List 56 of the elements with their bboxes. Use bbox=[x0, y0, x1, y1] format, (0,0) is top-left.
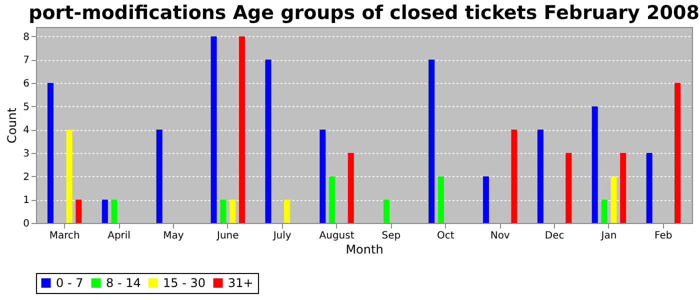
bar bbox=[566, 153, 572, 223]
legend-label: 15 - 30 bbox=[163, 276, 206, 290]
y-axis-title: Count bbox=[5, 107, 20, 144]
bar bbox=[111, 200, 118, 223]
y-tick-label: 1 bbox=[23, 195, 30, 206]
bar bbox=[428, 60, 435, 223]
y-tick-label: 3 bbox=[23, 148, 30, 160]
y-tick-label: 5 bbox=[23, 102, 30, 113]
bar bbox=[674, 83, 681, 223]
legend-label: 8 - 14 bbox=[106, 276, 141, 290]
bar bbox=[210, 36, 217, 223]
bar bbox=[592, 106, 598, 223]
bar bbox=[230, 200, 236, 223]
legend-label: 0 - 7 bbox=[56, 276, 84, 290]
y-tick-label: 8 bbox=[23, 32, 30, 43]
bar bbox=[601, 200, 608, 223]
bar bbox=[66, 130, 72, 223]
x-tick-label: June bbox=[216, 230, 239, 242]
x-tick-label: April bbox=[108, 230, 130, 242]
x-axis-title: Month bbox=[346, 242, 384, 256]
y-tick-label: 7 bbox=[23, 55, 30, 66]
bar bbox=[284, 200, 290, 223]
bar bbox=[47, 83, 54, 223]
bar bbox=[102, 200, 108, 223]
bar bbox=[482, 176, 489, 223]
bar bbox=[320, 130, 326, 223]
x-tick-label: March bbox=[49, 230, 80, 242]
x-tick-label: Nov bbox=[490, 230, 510, 242]
bar bbox=[220, 200, 226, 223]
y-tick-label: 2 bbox=[23, 172, 30, 183]
legend-label: 31+ bbox=[228, 276, 254, 290]
x-tick-label: Dec bbox=[544, 230, 564, 242]
bar bbox=[156, 130, 162, 223]
bar bbox=[438, 176, 444, 223]
chart-title: port-modifications Age groups of closed tickets February 2008 bbox=[28, 2, 700, 24]
bar bbox=[384, 200, 390, 223]
bar bbox=[329, 176, 336, 223]
x-tick-label: Jan bbox=[600, 230, 617, 242]
y-tick-label: 6 bbox=[23, 78, 30, 90]
bar bbox=[348, 153, 354, 223]
bar bbox=[537, 130, 544, 223]
bar bbox=[511, 130, 518, 223]
x-tick-label: May bbox=[163, 230, 184, 242]
x-tick-label: Sep bbox=[382, 230, 401, 242]
bar bbox=[646, 153, 652, 223]
bar bbox=[610, 176, 617, 223]
y-tick-label: 4 bbox=[23, 125, 30, 136]
bar bbox=[239, 36, 246, 223]
x-tick-label: Oct bbox=[437, 230, 454, 242]
y-tick-label: 0 bbox=[23, 218, 30, 230]
x-tick-label: Feb bbox=[654, 230, 672, 242]
bar bbox=[76, 200, 82, 223]
bar bbox=[265, 60, 272, 223]
x-tick-label: August bbox=[319, 230, 354, 242]
bar bbox=[620, 153, 626, 223]
x-tick-label: July bbox=[272, 230, 292, 242]
